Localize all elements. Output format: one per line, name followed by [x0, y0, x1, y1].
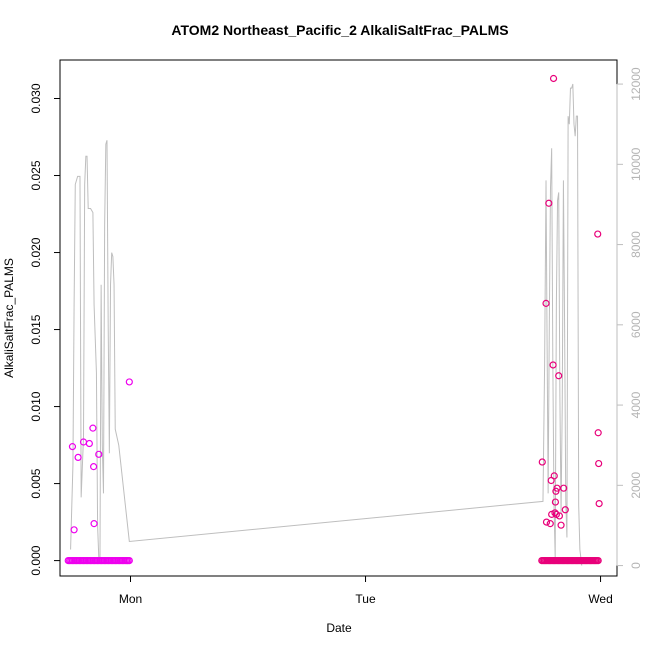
data-point: [89, 424, 97, 432]
data-point: [595, 459, 603, 468]
x-axis-label: Date: [326, 621, 352, 635]
data-point: [542, 518, 551, 526]
data-point: [557, 521, 565, 529]
data-point: [594, 230, 602, 238]
data-point-zero: [594, 556, 602, 565]
left-tick-label: 0.015: [29, 314, 43, 344]
altitude-line: [70, 83, 583, 566]
right-tick-label: 6000: [629, 311, 643, 338]
left-tick-label: 0.025: [29, 160, 43, 190]
data-point: [561, 506, 569, 514]
data-point: [74, 453, 82, 461]
data-point: [549, 361, 557, 369]
data-point: [70, 526, 78, 534]
data-point: [549, 74, 558, 83]
data-point: [546, 520, 554, 528]
right-tick-label: 10000: [629, 147, 643, 181]
x-tick-label: Tue: [355, 592, 376, 606]
data-point: [90, 463, 98, 471]
data-point: [595, 500, 603, 508]
data-point: [560, 484, 568, 492]
data-point: [538, 458, 546, 466]
left-tick-label: 0.020: [29, 237, 43, 267]
data-point-zero: [125, 556, 133, 565]
left-tick-label: 0.010: [29, 391, 43, 421]
data-point: [594, 429, 602, 437]
right-tick-label: 8000: [629, 231, 643, 258]
data-point: [125, 378, 133, 386]
data-point: [68, 443, 77, 451]
right-tick-label: 0: [629, 562, 643, 569]
data-point: [555, 512, 564, 520]
data-point: [542, 299, 550, 307]
data-point: [90, 520, 98, 528]
right-y-axis: 0 2000 4000 6000 8000 10000 12000: [616, 67, 643, 569]
left-y-axis: 0.000 0.005 0.010 0.015 0.020 0.025 0.030: [29, 83, 61, 576]
left-tick-label: 0.005: [29, 468, 43, 498]
data-point: [85, 439, 93, 448]
right-tick-label: 2000: [629, 472, 643, 499]
x-tick-label: Mon: [119, 592, 142, 606]
data-point: [550, 472, 558, 480]
x-tick-label: Wed: [588, 592, 612, 606]
data-point: [95, 450, 103, 458]
plot-marks: [64, 74, 603, 566]
left-tick-label: 0.030: [29, 83, 43, 113]
right-tick-label: 12000: [629, 67, 643, 101]
plot-area-border: [59, 59, 618, 577]
data-point: [551, 498, 560, 506]
x-axis: Mon Tue Wed: [119, 575, 613, 606]
chart-title: ATOM2 Northeast_Pacific_2 AlkaliSaltFrac…: [171, 22, 508, 38]
right-tick-label: 4000: [629, 391, 643, 418]
data-point: [545, 199, 553, 207]
left-tick-label: 0.000: [29, 545, 43, 575]
data-point: [555, 372, 563, 380]
y-axis-label: AlkaliSaltFrac_PALMS: [2, 258, 16, 378]
